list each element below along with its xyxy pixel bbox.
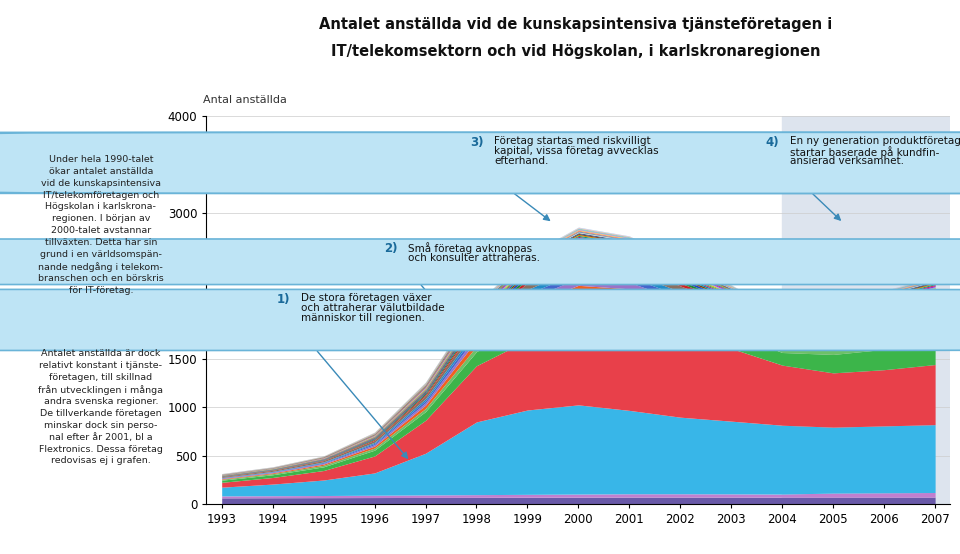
Text: kapital, vissa företag avvecklas: kapital, vissa företag avvecklas bbox=[494, 146, 659, 156]
Text: Antalet anställda vid de kunskapsintensiva tjänsteföretagen i: Antalet anställda vid de kunskapsintensi… bbox=[320, 17, 832, 32]
Text: TELECOMCITY · FÖRÄNDRINGENS VINDAR: TELECOMCITY · FÖRÄNDRINGENS VINDAR bbox=[364, 534, 596, 544]
Text: Antalet anställda är dock
relativt konstant i tjänste-
företagen, till skillnad
: Antalet anställda är dock relativt konst… bbox=[38, 349, 163, 465]
FancyBboxPatch shape bbox=[0, 239, 960, 285]
Bar bbox=[782, 116, 960, 504]
FancyBboxPatch shape bbox=[0, 132, 960, 193]
Text: och konsulter attraheras.: och konsulter attraheras. bbox=[408, 253, 540, 263]
Text: IT/telekomsektorn och vid Högskolan, i karlskronaregionen: IT/telekomsektorn och vid Högskolan, i k… bbox=[331, 44, 821, 59]
FancyBboxPatch shape bbox=[0, 132, 960, 193]
Text: efterhand.: efterhand. bbox=[494, 156, 549, 166]
Text: startar baserade på kundfin-: startar baserade på kundfin- bbox=[790, 146, 939, 158]
Text: FÅNGA VINDEN: FÅNGA VINDEN bbox=[29, 534, 124, 544]
Text: Små företag avknoppas: Små företag avknoppas bbox=[408, 243, 532, 254]
Text: människor till regionen.: människor till regionen. bbox=[300, 313, 424, 323]
Text: 2): 2) bbox=[384, 243, 397, 255]
Text: Företag startas med riskvilligt: Företag startas med riskvilligt bbox=[494, 136, 651, 146]
Text: De stora företagen växer: De stora företagen växer bbox=[300, 293, 431, 303]
Text: och attraherar välutbildade: och attraherar välutbildade bbox=[300, 303, 444, 313]
Text: En ny generation produktföretag: En ny generation produktföretag bbox=[790, 136, 960, 146]
FancyBboxPatch shape bbox=[0, 289, 960, 351]
Text: Under hela 1990-talet
ökar antalet anställda
vid de kunskapsintensiva
IT/telekom: Under hela 1990-talet ökar antalet anstä… bbox=[38, 155, 163, 295]
Text: SIDA 21: SIDA 21 bbox=[876, 532, 931, 545]
Text: ansierad verksamhet.: ansierad verksamhet. bbox=[790, 156, 904, 166]
Text: 1): 1) bbox=[276, 293, 290, 306]
Text: 3): 3) bbox=[470, 136, 484, 148]
Text: 4): 4) bbox=[766, 136, 780, 148]
Text: Antal anställda: Antal anställda bbox=[203, 95, 286, 105]
